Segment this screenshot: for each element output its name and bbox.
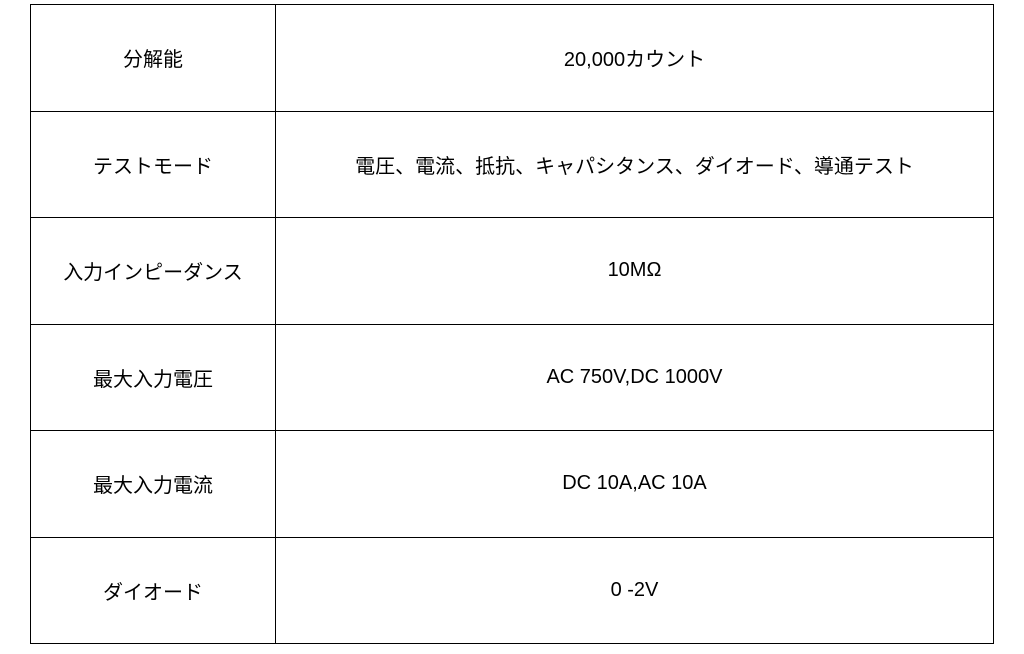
table-row: 入力インピーダンス 10MΩ: [31, 218, 994, 325]
spec-value-diode: 0 -2V: [276, 537, 994, 644]
spec-label-impedance: 入力インピーダンス: [31, 218, 276, 325]
table-row: 最大入力電流 DC 10A,AC 10A: [31, 431, 994, 538]
spec-value-maxvoltage: AC 750V,DC 1000V: [276, 324, 994, 431]
spec-label-resolution: 分解能: [31, 5, 276, 112]
specifications-table: 分解能 20,000カウント テストモード 電圧、電流、抵抗、キャパシタンス、ダ…: [30, 4, 994, 644]
spec-value-testmode: 電圧、電流、抵抗、キャパシタンス、ダイオード、導通テスト: [276, 111, 994, 218]
table-row: 分解能 20,000カウント: [31, 5, 994, 112]
spec-label-diode: ダイオード: [31, 537, 276, 644]
spec-label-testmode: テストモード: [31, 111, 276, 218]
table-row: 最大入力電圧 AC 750V,DC 1000V: [31, 324, 994, 431]
spec-value-maxcurrent: DC 10A,AC 10A: [276, 431, 994, 538]
table-row: テストモード 電圧、電流、抵抗、キャパシタンス、ダイオード、導通テスト: [31, 111, 994, 218]
spec-label-maxcurrent: 最大入力電流: [31, 431, 276, 538]
spec-label-maxvoltage: 最大入力電圧: [31, 324, 276, 431]
table-row: ダイオード 0 -2V: [31, 537, 994, 644]
spec-value-impedance: 10MΩ: [276, 218, 994, 325]
table-body: 分解能 20,000カウント テストモード 電圧、電流、抵抗、キャパシタンス、ダ…: [31, 5, 994, 644]
spec-value-resolution: 20,000カウント: [276, 5, 994, 112]
